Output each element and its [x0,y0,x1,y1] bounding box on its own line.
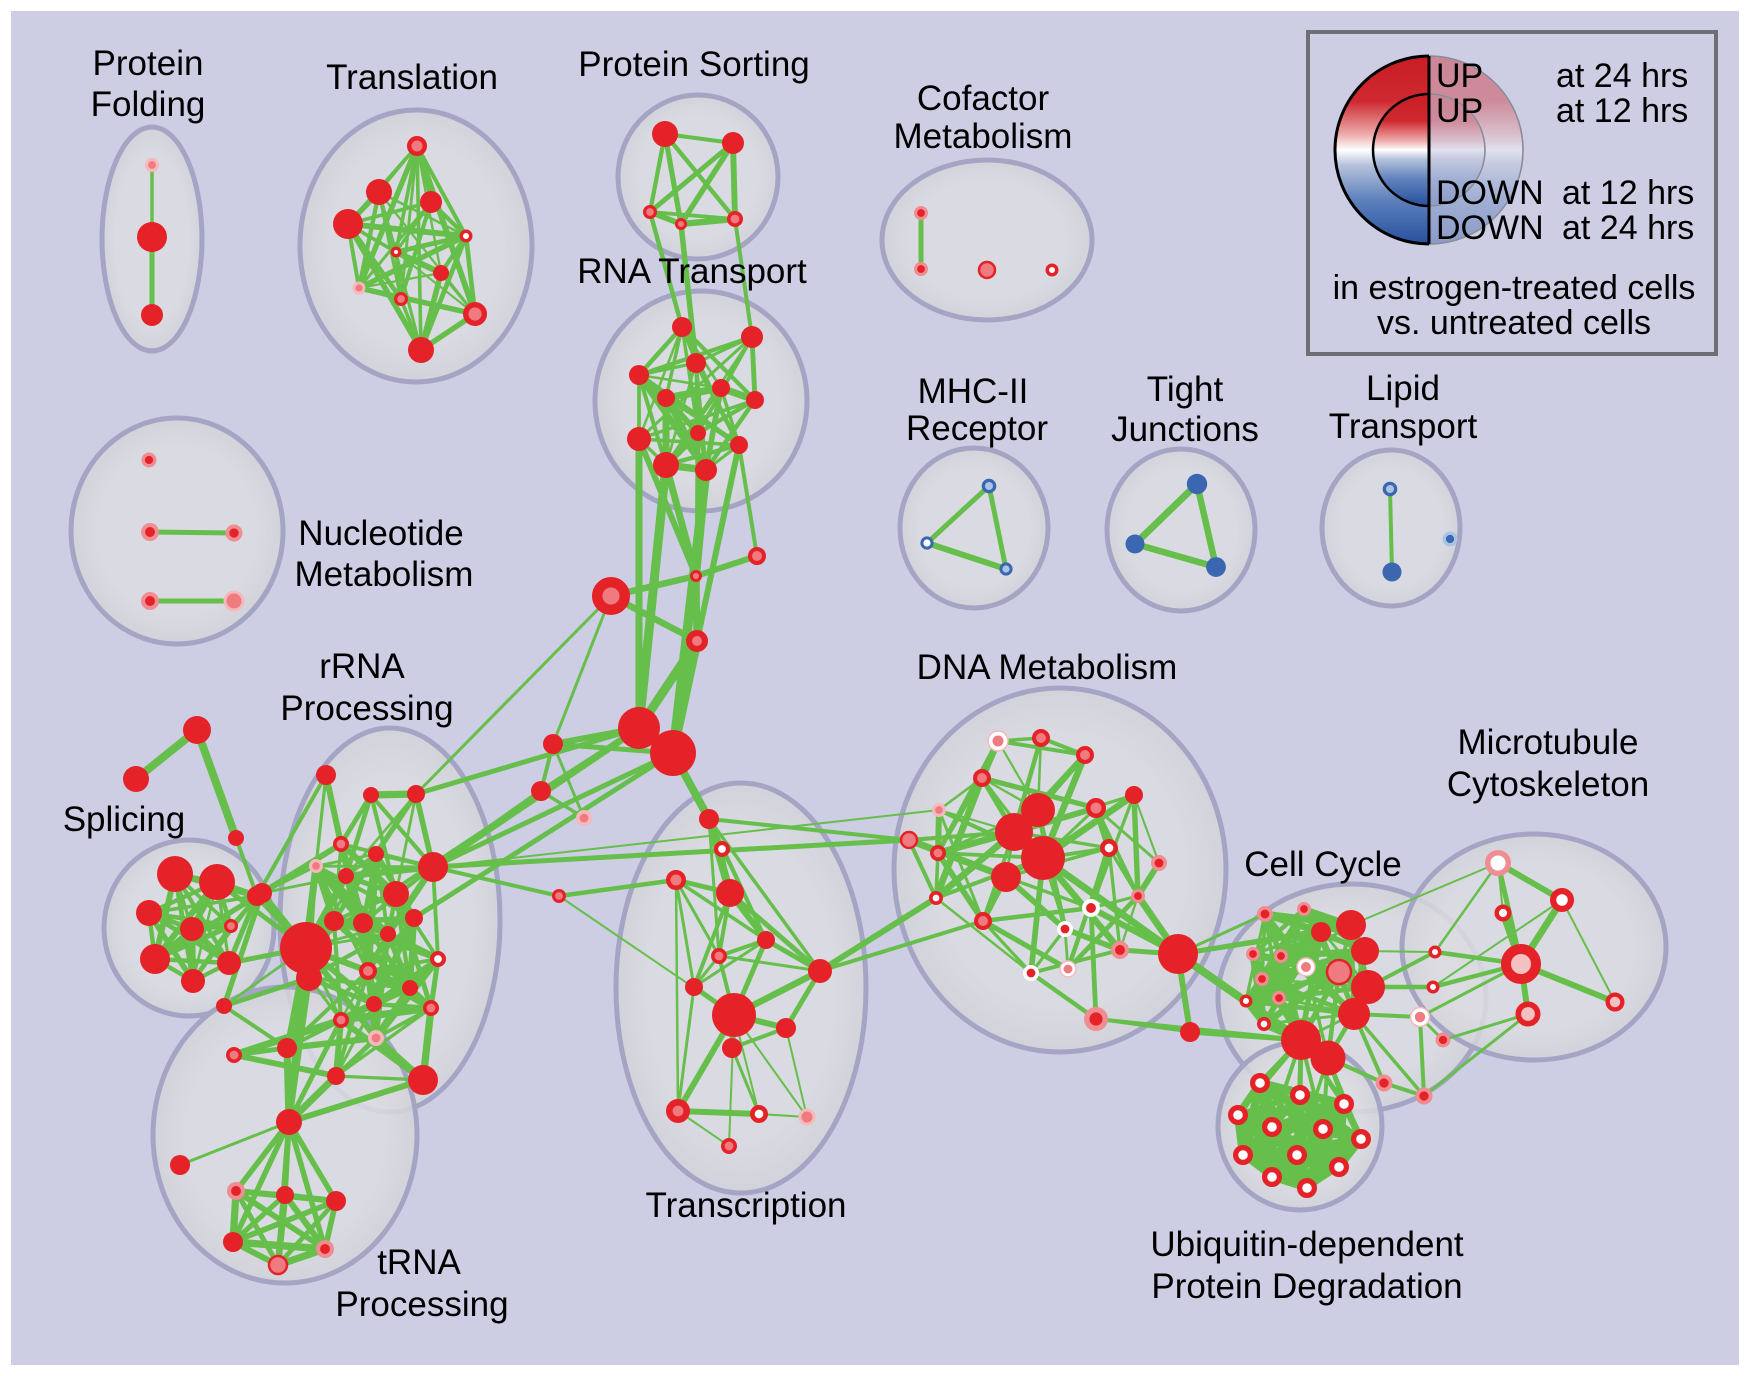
svg-text:Junctions: Junctions [1111,410,1259,449]
svg-text:Ubiquitin-dependent: Ubiquitin-dependent [1150,1225,1464,1264]
svg-text:Metabolism: Metabolism [295,555,474,594]
svg-text:UP: UP [1436,92,1483,130]
svg-text:Tight: Tight [1147,370,1224,409]
svg-text:Protein Degradation: Protein Degradation [1151,1267,1462,1306]
svg-text:Receptor: Receptor [906,409,1048,448]
svg-text:Processing: Processing [280,689,453,728]
svg-text:tRNA: tRNA [377,1243,461,1282]
svg-text:Cytoskeleton: Cytoskeleton [1447,765,1649,804]
svg-text:Protein: Protein [93,44,204,83]
svg-text:DOWN: DOWN [1436,174,1544,212]
svg-text:Protein Sorting: Protein Sorting [578,45,810,84]
svg-text:UP: UP [1436,57,1483,95]
svg-text:MHC-II: MHC-II [918,372,1029,411]
svg-text:DOWN: DOWN [1436,209,1544,247]
svg-text:vs. untreated cells: vs. untreated cells [1377,304,1651,342]
svg-text:at 24 hrs: at 24 hrs [1556,57,1688,95]
svg-text:at 12 hrs: at 12 hrs [1556,92,1688,130]
svg-text:rRNA: rRNA [319,647,405,686]
svg-text:Nucleotide: Nucleotide [298,514,463,553]
svg-text:Transport: Transport [1329,407,1478,446]
svg-text:Transcription: Transcription [646,1186,847,1225]
svg-text:Folding: Folding [91,85,206,124]
svg-text:Processing: Processing [335,1285,508,1324]
svg-text:Lipid: Lipid [1366,369,1440,408]
svg-text:Metabolism: Metabolism [894,117,1073,156]
svg-text:Splicing: Splicing [63,800,186,839]
svg-text:Cell Cycle: Cell Cycle [1244,845,1402,884]
svg-text:DNA Metabolism: DNA Metabolism [917,648,1178,687]
svg-text:Translation: Translation [326,58,498,97]
svg-text:Microtubule: Microtubule [1458,723,1639,762]
svg-text:RNA Transport: RNA Transport [577,252,807,291]
svg-text:in estrogen-treated cells: in estrogen-treated cells [1333,269,1696,307]
svg-text:at 12 hrs: at 12 hrs [1562,174,1694,212]
svg-text:at 24 hrs: at 24 hrs [1562,209,1694,247]
svg-text:Cofactor: Cofactor [917,79,1050,118]
